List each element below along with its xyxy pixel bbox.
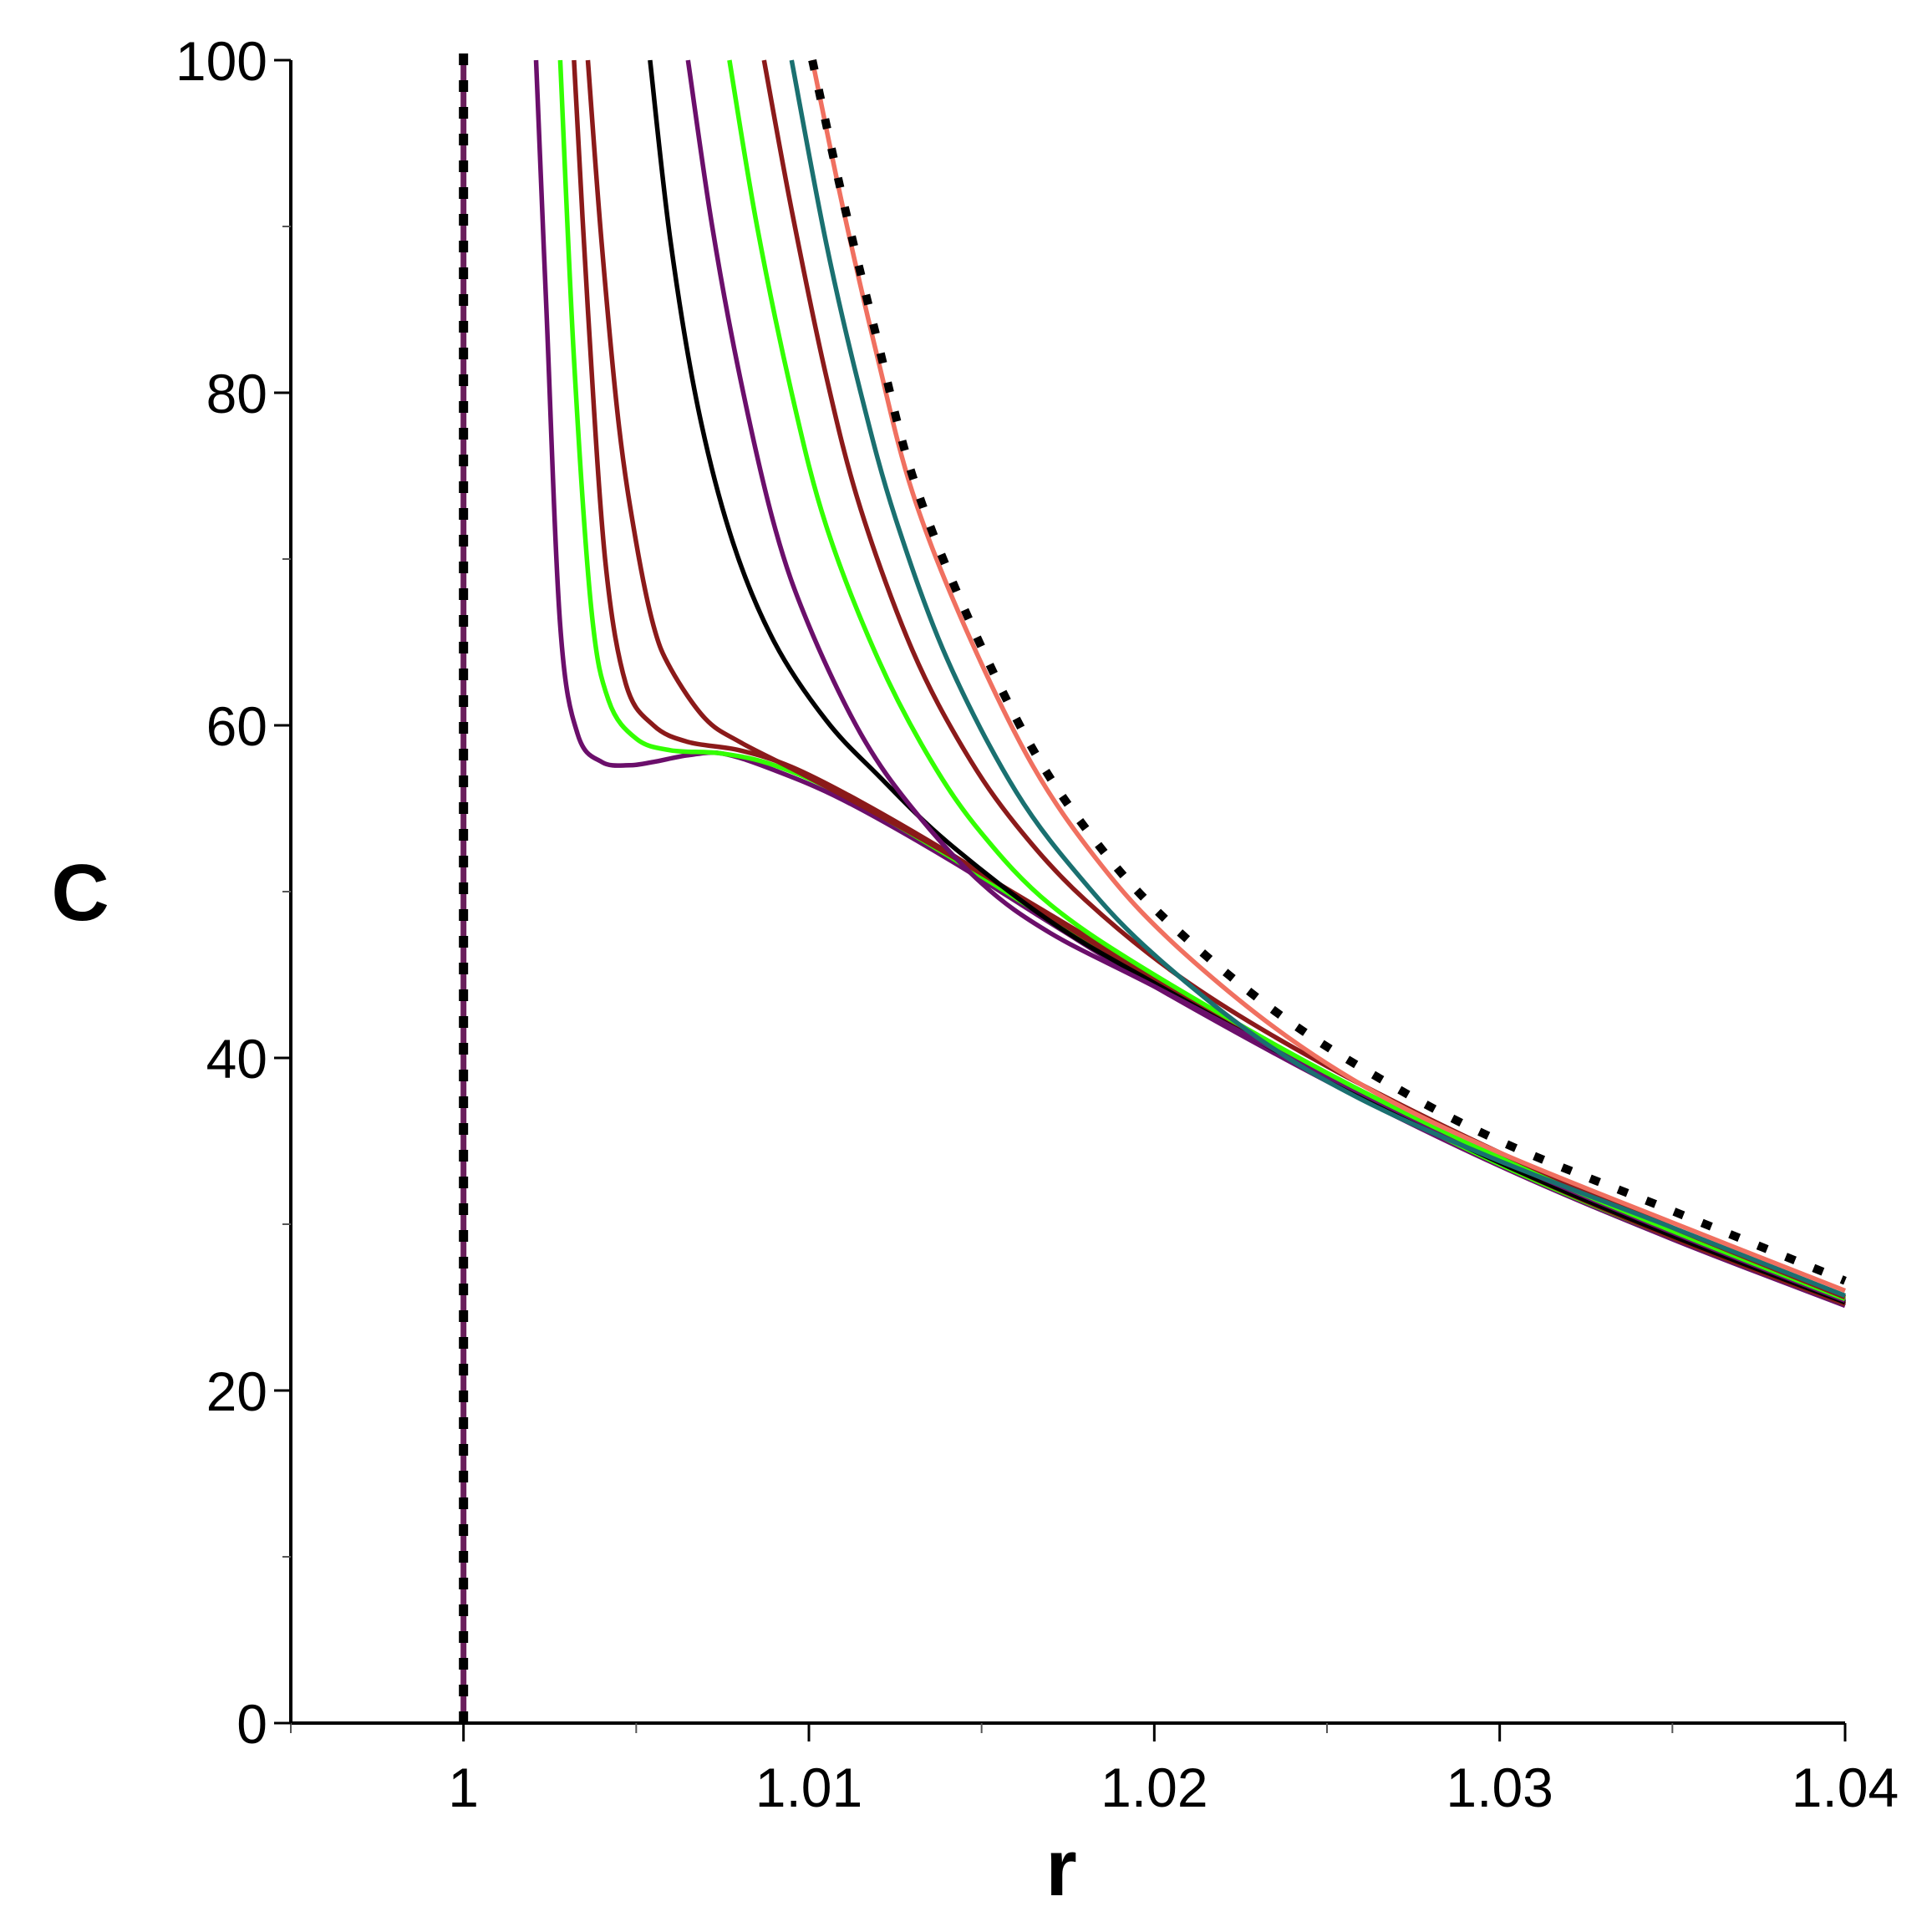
series-curve-8 <box>761 59 1847 1300</box>
series-curve-6 <box>685 59 1847 1304</box>
y-tick-label: 80 <box>206 363 267 425</box>
y-tick-label: 40 <box>206 1028 267 1090</box>
x-tick-label: 1.03 <box>1446 1757 1553 1818</box>
y-tick-label: 0 <box>236 1693 267 1755</box>
x-tick-label: 1.01 <box>755 1757 862 1818</box>
x-tick-label: 1 <box>448 1757 479 1818</box>
y-tick-label: 20 <box>206 1360 267 1422</box>
series-curve-1 <box>533 59 1846 1309</box>
y-axis-title: C <box>51 848 109 938</box>
series-curve-7 <box>727 59 1847 1302</box>
series-curve-5 <box>648 59 1846 1305</box>
x-tick-label: 1.02 <box>1101 1757 1208 1818</box>
series-curve-9 <box>789 59 1847 1299</box>
series-curve-3 <box>572 59 1846 1307</box>
tick-layer: 1 1.01 1.02 1.03 1.04 0 20 40 60 80 100 <box>175 30 1899 1818</box>
series-layer <box>459 53 1847 1723</box>
series-curve-2 <box>557 59 1846 1307</box>
series-curve-10 <box>810 59 1847 1294</box>
x-axis-title: r <box>1045 1823 1076 1913</box>
y-tick-label: 60 <box>206 695 267 757</box>
axes-layer <box>289 60 1845 1725</box>
series-curve-4 <box>585 59 1847 1307</box>
series-limit-dotted <box>808 58 1847 1285</box>
x-tick-label: 1.04 <box>1792 1757 1899 1818</box>
y-tick-label: 100 <box>175 30 267 92</box>
